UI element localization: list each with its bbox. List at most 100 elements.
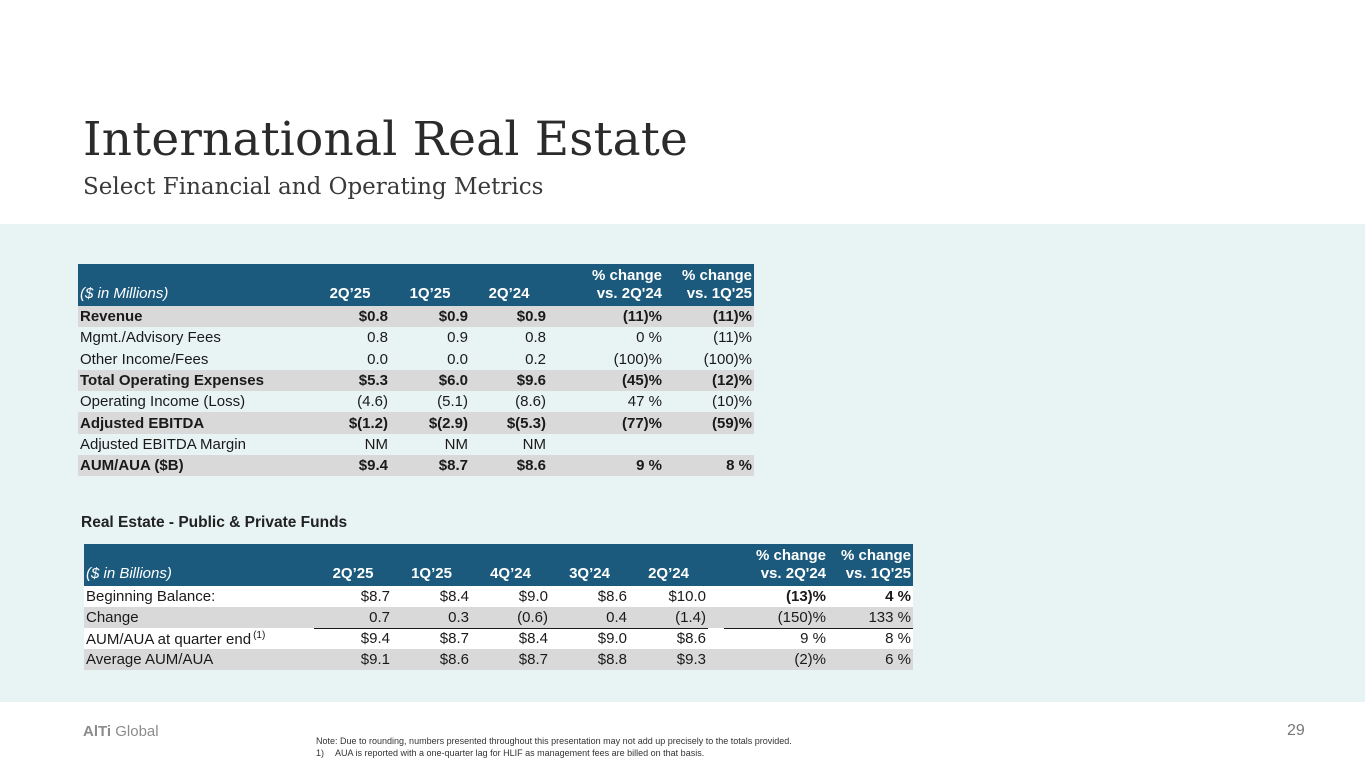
pct-change-cell: 9 % xyxy=(800,630,826,648)
cell-value: $(1.2) xyxy=(348,414,388,432)
table-row: Change 0.7 0.3 (0.6) 0.4 (1.4) (150)% 133 % xyxy=(84,607,913,629)
cell-value: $(5.3) xyxy=(506,414,546,432)
footnotes: Note: Due to rounding, numbers presented… xyxy=(316,735,792,759)
pct-change-header: % change vs. 1Q'25 xyxy=(840,547,911,582)
row-label: Change xyxy=(86,609,139,626)
cell-value: $8.7 xyxy=(438,457,468,475)
pct-change-cell: (77)% xyxy=(621,414,662,432)
pct-change-cell: (100)% xyxy=(703,350,752,368)
pct-change-cell: (150)% xyxy=(724,607,828,629)
cell-value: $9.4 xyxy=(360,630,390,648)
pct-change-cell: (11)% xyxy=(712,308,752,326)
cell-value: (0.6) xyxy=(471,607,550,629)
units-label: ($ in Billions) xyxy=(86,565,172,582)
cell-value: $8.6 xyxy=(516,457,546,475)
table-header-row: ($ in Billions) 2Q’25 1Q’25 4Q’24 3Q’24 … xyxy=(84,544,913,586)
cell-value: $8.7 xyxy=(439,630,469,648)
cell-value: (4.6) xyxy=(357,393,388,411)
table-row: AUM/AUA ($B) $9.4 $8.7 $8.6 9 % 8 % xyxy=(78,455,754,477)
cell-value: $8.6 xyxy=(439,651,469,668)
funds-aum-table: ($ in Billions) 2Q’25 1Q’25 4Q’24 3Q’24 … xyxy=(84,544,913,670)
row-label: Revenue xyxy=(80,308,143,326)
column-header: 2Q’24 xyxy=(488,285,530,302)
pct-change-cell: 47 % xyxy=(627,393,662,411)
pct-change-cell: (2)% xyxy=(794,651,826,668)
table-row: Other Income/Fees 0.0 0.0 0.2 (100)% (100)% xyxy=(78,349,754,370)
cell-value: 0.4 xyxy=(550,607,629,629)
cell-value: NM xyxy=(444,435,468,453)
cell-value: $(2.9) xyxy=(428,414,468,432)
cell-value: 0.8 xyxy=(367,329,388,347)
page-number: 29 xyxy=(1287,722,1305,739)
table-row: AUM/AUA at quarter end (1) $9.4 $8.7 $8.4 $9.… xyxy=(84,628,913,649)
table-row: Operating Income (Loss) (4.6) (5.1) (8.6) 47… xyxy=(78,391,754,412)
page-subtitle: Select Financial and Operating Metrics xyxy=(83,174,544,200)
pct-change-header: % change vs. 1Q'25 xyxy=(681,267,752,302)
pct-change-cell: 8 % xyxy=(726,457,752,475)
cell-value: 0.0 xyxy=(367,350,388,368)
pct-change-header: % change vs. 2Q'24 xyxy=(755,547,826,582)
table-row: Beginning Balance: $8.7 $8.4 $9.0 $8.6 $10.0 (… xyxy=(84,586,913,607)
cell-value: $8.8 xyxy=(597,651,627,668)
footnote-marker: (1) xyxy=(253,629,266,641)
column-header: 1Q’25 xyxy=(411,565,452,582)
cell-value: $0.8 xyxy=(358,308,388,326)
cell-value: (1.4) xyxy=(629,607,708,629)
pct-change-cell: (100)% xyxy=(613,350,662,368)
pct-change-cell: 133 % xyxy=(828,607,913,629)
column-header: 3Q’24 xyxy=(569,565,610,582)
table-row: Mgmt./Advisory Fees 0.8 0.9 0.8 0 % (11)% xyxy=(78,327,754,348)
cell-value: $8.7 xyxy=(518,651,548,668)
cell-value: $6.0 xyxy=(438,372,468,390)
row-label: Adjusted EBITDA Margin xyxy=(80,435,246,453)
row-label: Operating Income (Loss) xyxy=(80,393,246,411)
cell-value: $8.4 xyxy=(439,588,469,605)
row-label: Total Operating Expenses xyxy=(80,372,264,390)
cell-value: $10.0 xyxy=(668,588,706,605)
row-label: Adjusted EBITDA xyxy=(80,414,205,432)
section-title: Real Estate - Public & Private Funds xyxy=(81,514,348,531)
row-label: Average AUM/AUA xyxy=(86,651,214,668)
cell-value: $8.6 xyxy=(597,588,627,605)
cell-value: $0.9 xyxy=(438,308,468,326)
cell-value: (8.6) xyxy=(515,393,546,411)
page-title: International Real Estate xyxy=(83,112,689,167)
cell-value: $9.1 xyxy=(360,651,390,668)
units-label: ($ in Millions) xyxy=(80,285,169,302)
brand-logo: AlTi Global xyxy=(83,723,159,740)
cell-value: $0.9 xyxy=(516,308,546,326)
pct-change-cell: (10)% xyxy=(711,393,752,411)
table-row: Average AUM/AUA $9.1 $8.6 $8.7 $8.8 $9.3 (2)% 6… xyxy=(84,649,913,670)
pct-change-cell: 0 % xyxy=(636,329,662,347)
pct-change-cell: (11)% xyxy=(622,308,662,326)
row-label: Other Income/Fees xyxy=(80,350,209,368)
pct-change-cell: (12)% xyxy=(711,372,752,390)
cell-value: 0.9 xyxy=(447,329,468,347)
pct-change-cell xyxy=(664,434,754,455)
row-label: Mgmt./Advisory Fees xyxy=(80,329,221,347)
pct-change-cell: (59)% xyxy=(711,414,752,432)
cell-value: $9.6 xyxy=(516,372,546,390)
footnote: 1) AUA is reported with a one-quarter lag… xyxy=(316,748,705,758)
cell-value: $9.3 xyxy=(676,651,706,668)
rounding-note: Note: Due to rounding, numbers presented… xyxy=(316,736,792,746)
cell-value: 0.2 xyxy=(525,350,546,368)
cell-value: $9.4 xyxy=(358,457,388,475)
pct-change-cell: 4 % xyxy=(885,588,911,605)
column-header: 1Q’25 xyxy=(409,285,451,302)
row-label: Beginning Balance: xyxy=(86,588,216,605)
table-row: Adjusted EBITDA $(1.2) $(2.9) $(5.3) (77)% (5… xyxy=(78,412,754,434)
pct-change-cell: (13)% xyxy=(785,588,826,605)
cell-value: $9.0 xyxy=(597,630,627,648)
cell-value: $9.0 xyxy=(518,588,548,605)
pct-change-cell: 6 % xyxy=(885,651,911,668)
pct-change-cell: 9 % xyxy=(636,457,662,475)
cell-value: 0.7 xyxy=(314,607,392,629)
pct-change-cell xyxy=(548,434,664,455)
cell-value: 0.0 xyxy=(447,350,468,368)
cell-value: $8.4 xyxy=(518,630,548,648)
table-row: Adjusted EBITDA Margin NM NM NM xyxy=(78,434,754,455)
cell-value: $5.3 xyxy=(358,372,388,390)
column-header: 2Q’25 xyxy=(332,565,374,582)
pct-change-header: % change vs. 2Q'24 xyxy=(591,267,662,302)
